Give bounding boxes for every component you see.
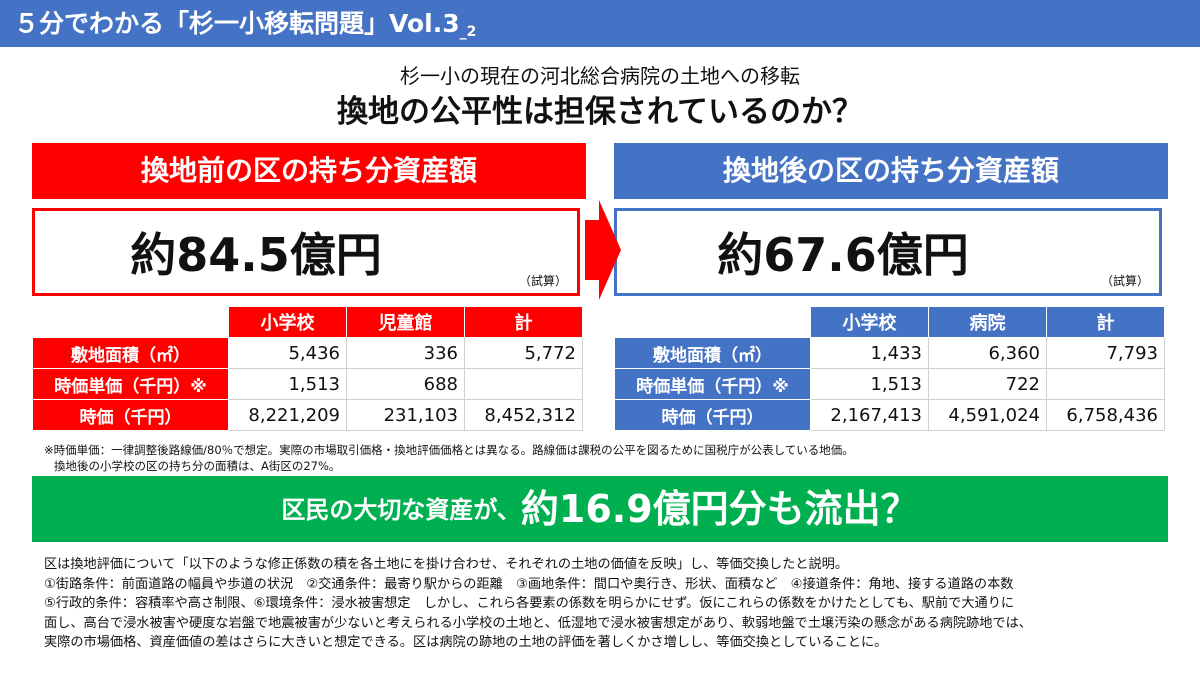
table-cell: 1,513: [228, 368, 347, 400]
table-cell: 8,221,209: [228, 399, 347, 431]
table-row: 時価単価（千円）※ 1,513 688: [32, 368, 583, 400]
page-title: ５分でわかる「杉一小移転問題」Vol.3: [14, 9, 460, 38]
table-cell: 6,360: [928, 337, 1047, 369]
table-corner: [614, 306, 811, 338]
row-label: 時価単価（千円）※: [614, 368, 811, 400]
table-cell: 231,103: [346, 399, 465, 431]
table-cell: 7,793: [1046, 337, 1165, 369]
right-arrow-icon: [585, 200, 621, 300]
text-line: 実際の市場価格、資産価値の差はさらに大きいと想定できる。区は病院の跡地の土地の評…: [44, 635, 888, 650]
table-cell: 688: [346, 368, 465, 400]
table-cell: 5,436: [228, 337, 347, 369]
table-row: 時価（千円） 2,167,413 4,591,024 6,758,436: [614, 399, 1165, 431]
before-value: 約84.5億円: [130, 228, 382, 282]
column-header: 計: [464, 306, 583, 338]
table-header-row: 小学校 児童館 計: [32, 306, 583, 338]
conclusion-banner: 区民の大切な資産が、約16.9億円分も流出？: [32, 476, 1168, 542]
row-label: 時価（千円）: [32, 399, 229, 431]
table-cell: [1046, 368, 1165, 400]
row-label: 敷地面積（㎡）: [614, 337, 811, 369]
banner-lead: 区民の大切な資産が、: [281, 496, 521, 524]
table-row: 時価単価（千円）※ 1,513 722: [614, 368, 1165, 400]
headline: 換地の公平性は担保されているのか？: [336, 94, 864, 130]
column-header: 児童館: [346, 306, 465, 338]
text-line: ⑤行政的条件：容積率や高さ制限、⑥環境条件：浸水被害想定 しかし、これら各要素の…: [44, 596, 1015, 611]
table-cell: 722: [928, 368, 1047, 400]
table-cell: [464, 368, 583, 400]
title-bar: ５分でわかる「杉一小移転問題」Vol.3_2: [0, 0, 1200, 47]
subtitle: 杉一小の現在の河北総合病院の土地への移転: [400, 64, 800, 88]
page-title-suffix: _2: [459, 24, 477, 40]
text-line: 区は換地評価について「以下のような修正係数の積を各土地にを掛け合わせ、それぞれの…: [44, 557, 849, 572]
before-heading: 換地前の区の持ち分資産額: [32, 143, 586, 199]
after-estimate-note: （試算）: [1100, 274, 1149, 288]
table-cell: 8,452,312: [464, 399, 583, 431]
after-heading: 換地後の区の持ち分資産額: [614, 143, 1168, 199]
table-cell: 5,772: [464, 337, 583, 369]
after-value: 約67.6億円: [717, 228, 969, 282]
table-cell: 6,758,436: [1046, 399, 1165, 431]
column-header: 計: [1046, 306, 1165, 338]
row-label: 敷地面積（㎡）: [32, 337, 229, 369]
after-table: 小学校 病院 計 敷地面積（㎡） 1,433 6,360 7,793 時価単価（…: [614, 306, 1165, 431]
row-label: 時価（千円）: [614, 399, 811, 431]
table-row: 敷地面積（㎡） 1,433 6,360 7,793: [614, 337, 1165, 369]
column-header: 病院: [928, 306, 1047, 338]
after-value-box: 約67.6億円 （試算）: [614, 208, 1162, 296]
column-header: 小学校: [228, 306, 347, 338]
table-cell: 1,433: [810, 337, 929, 369]
text-line: 面し、高台で浸水被害や硬度な岩盤で地震被害が少ないと考えられる小学校の土地と、低…: [44, 615, 1032, 631]
before-table: 小学校 児童館 計 敷地面積（㎡） 5,436 336 5,772 時価単価（千…: [32, 306, 583, 431]
table-row: 時価（千円） 8,221,209 231,103 8,452,312: [32, 399, 583, 431]
table-cell: 336: [346, 337, 465, 369]
before-estimate-note: （試算）: [518, 274, 567, 288]
text-line: ①街路条件：前面道路の幅員や歩道の状況 ②交通条件：最寄り駅からの距離 ③画地条…: [44, 576, 1014, 592]
table-cell: 2,167,413: [810, 399, 929, 431]
explanation-text: 区は換地評価について「以下のような修正係数の積を各土地にを掛け合わせ、それぞれの…: [44, 555, 1174, 653]
footnote: 換地後の小学校の区の持ち分の面積は、A街区の27%。: [54, 459, 341, 473]
row-label: 時価単価（千円）※: [32, 368, 229, 400]
table-cell: 1,513: [810, 368, 929, 400]
before-value-box: 約84.5億円 （試算）: [32, 208, 580, 296]
footnote: ※時価単価：一律調整後路線価/80％で想定。実際の市場取引価格・換地評価価格とは…: [44, 443, 854, 457]
table-row: 敷地面積（㎡） 5,436 336 5,772: [32, 337, 583, 369]
table-cell: 4,591,024: [928, 399, 1047, 431]
table-corner: [32, 306, 229, 338]
banner-main: 約16.9億円分も流出？: [520, 487, 919, 531]
column-header: 小学校: [810, 306, 929, 338]
table-header-row: 小学校 病院 計: [614, 306, 1165, 338]
